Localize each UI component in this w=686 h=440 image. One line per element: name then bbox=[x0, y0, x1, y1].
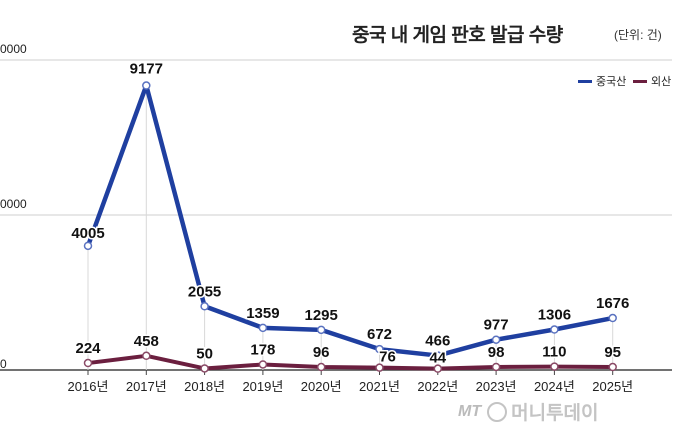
y-tick-label: 0000 bbox=[0, 197, 27, 211]
legend-swatch-foreign bbox=[633, 79, 647, 83]
data-point bbox=[433, 351, 443, 360]
data-point bbox=[258, 323, 268, 333]
x-tick-label: 2019년 bbox=[242, 379, 283, 394]
data-label: 110 bbox=[542, 344, 566, 361]
x-tick-label: 2024년 bbox=[534, 379, 575, 394]
data-point bbox=[258, 360, 268, 369]
data-point bbox=[200, 364, 209, 373]
watermark: MT 머니투데이 bbox=[458, 398, 599, 425]
data-point bbox=[550, 325, 559, 334]
data-point bbox=[142, 81, 151, 90]
chart-title: 중국 내 게임 판호 발급 수량 bbox=[352, 25, 563, 46]
data-label: 95 bbox=[604, 344, 621, 361]
series-line-domestic bbox=[85, 83, 615, 358]
data-label: 96 bbox=[313, 344, 330, 361]
data-label: 178 bbox=[250, 341, 275, 358]
y-tick-label: 0000 bbox=[0, 42, 27, 56]
data-point bbox=[550, 362, 559, 371]
y-tick-label: 0 bbox=[0, 357, 7, 371]
data-point bbox=[200, 302, 209, 311]
data-point bbox=[608, 313, 617, 323]
data-point bbox=[375, 344, 384, 354]
x-tick-label: 2025년 bbox=[592, 379, 633, 394]
unit-label: (단위: 건) bbox=[614, 28, 662, 42]
data-label: 44 bbox=[429, 350, 446, 367]
data-label: 9177 bbox=[130, 61, 163, 78]
data-label: 1306 bbox=[538, 307, 571, 324]
watermark-mark: MT bbox=[458, 402, 482, 420]
data-point bbox=[375, 363, 384, 372]
data-point bbox=[491, 335, 501, 344]
legend-label-foreign: 외산 bbox=[651, 76, 672, 88]
data-point bbox=[316, 325, 326, 335]
data-label: 50 bbox=[196, 345, 213, 362]
data-label: 76 bbox=[379, 349, 396, 366]
data-label: 466 bbox=[425, 333, 450, 350]
data-label: 1359 bbox=[246, 305, 279, 322]
data-label: 224 bbox=[75, 340, 101, 357]
x-tick-label: 2017년 bbox=[126, 379, 167, 394]
data-point bbox=[433, 364, 443, 373]
legend-item-foreign: 외산 bbox=[633, 73, 671, 89]
data-point bbox=[83, 241, 93, 251]
legend-label-domestic: 중국산 bbox=[596, 76, 627, 88]
data-label: 458 bbox=[134, 333, 159, 350]
series-line-foreign bbox=[86, 353, 615, 371]
data-point bbox=[316, 362, 326, 372]
watermark-logo-icon bbox=[487, 401, 508, 422]
x-tick-label: 2018년 bbox=[184, 379, 225, 394]
data-label: 4005 bbox=[71, 225, 104, 242]
data-label: 1295 bbox=[305, 307, 338, 324]
watermark-brand: 머니투데이 bbox=[511, 403, 599, 424]
x-tick-label: 2023년 bbox=[476, 379, 517, 394]
x-tick-label: 2020년 bbox=[301, 379, 342, 394]
data-label: 1676 bbox=[596, 295, 629, 312]
x-tick-label: 2022년 bbox=[417, 379, 458, 394]
data-label: 672 bbox=[367, 326, 392, 343]
x-tick-label: 2021년 bbox=[359, 379, 400, 394]
data-label: 98 bbox=[488, 344, 505, 361]
x-tick-label: 2016년 bbox=[68, 379, 109, 394]
legend-item-domestic: 중국산 bbox=[578, 73, 626, 89]
data-point bbox=[142, 351, 151, 361]
data-point bbox=[491, 362, 501, 372]
data-point bbox=[608, 362, 617, 372]
data-point bbox=[83, 358, 93, 368]
legend-swatch-domestic bbox=[578, 79, 592, 83]
data-label: 977 bbox=[484, 317, 509, 334]
data-label: 2055 bbox=[188, 283, 221, 300]
